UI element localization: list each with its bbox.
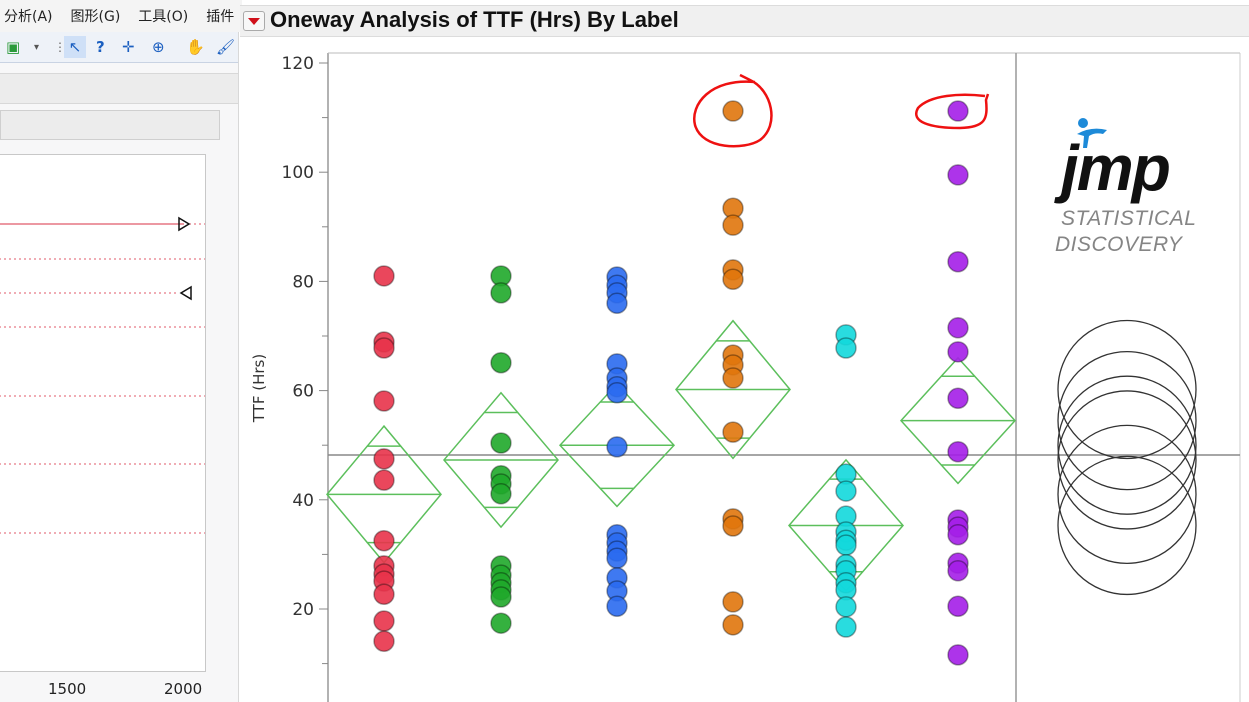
data-point xyxy=(947,100,969,122)
data-point xyxy=(722,367,744,389)
data-point xyxy=(722,421,744,443)
y-tick-label: 60 xyxy=(292,382,314,402)
menu-graph[interactable]: 图形(G) xyxy=(70,9,121,25)
add-graph-icon[interactable]: ▣ xyxy=(6,38,21,56)
annotation-circle xyxy=(693,73,773,148)
jmp-figure-icon xyxy=(1077,118,1107,148)
disclosure-menu-button[interactable] xyxy=(243,11,265,31)
data-point xyxy=(722,268,744,290)
data-point xyxy=(947,595,969,618)
logo-brand: jmp xyxy=(1061,132,1171,204)
data-point xyxy=(835,596,857,618)
logo-tagline-2: DISCOVERY xyxy=(1055,233,1183,256)
menu-tools[interactable]: 工具(O) xyxy=(138,9,189,25)
logo-tagline-1: STATISTICAL xyxy=(1061,207,1197,230)
toolbar-grip-icon: ⋮ xyxy=(54,40,66,54)
data-point xyxy=(373,583,395,606)
data-point xyxy=(947,644,969,666)
toolbar: ▣ ▾ ⋮ ↖ ? ✛ ⊕ ✋ 🖌 xyxy=(0,32,238,63)
data-point xyxy=(373,390,395,412)
comparison-circle xyxy=(1057,424,1197,564)
data-point xyxy=(373,630,395,652)
data-point xyxy=(373,337,395,359)
data-point xyxy=(373,448,395,470)
y-axis-label: TTF (Hrs) xyxy=(250,354,268,423)
data-point xyxy=(947,317,969,339)
y-tick-label: 40 xyxy=(292,491,314,511)
menu-addins[interactable]: 插件 xyxy=(206,9,235,25)
data-point xyxy=(490,282,512,304)
y-tick-label: 20 xyxy=(292,600,314,620)
data-point xyxy=(606,595,628,618)
target-icon[interactable]: ⊕ xyxy=(152,38,165,56)
data-point xyxy=(490,483,512,505)
report-title: Oneway Analysis of TTF (Hrs) By Label xyxy=(270,7,679,32)
right-triangle-marker-icon xyxy=(178,216,191,232)
overflow-icon[interactable]: ▾ xyxy=(34,41,40,53)
left-x-tick-label: 1500 xyxy=(48,680,87,698)
comparison-circle xyxy=(1057,455,1197,596)
data-point xyxy=(947,441,969,463)
comparison-circle xyxy=(1057,390,1197,530)
data-point xyxy=(947,341,969,363)
menu-analyze[interactable]: 分析(A) xyxy=(4,9,53,25)
y-tick-label: 120 xyxy=(282,54,314,74)
means-diamond xyxy=(443,391,559,529)
data-point xyxy=(947,164,969,186)
data-point xyxy=(835,534,857,556)
oneway-chart: 20 40 60 80 100 120 TTF (Hrs) xyxy=(250,52,1241,702)
data-point xyxy=(373,469,395,491)
left-chart-lines xyxy=(0,216,205,534)
panel-input[interactable] xyxy=(0,110,220,140)
data-point xyxy=(490,586,512,608)
menu-bar: 分析(A) 图形(G) 工具(O) 插件 xyxy=(0,0,242,32)
hand-icon[interactable]: ✋ xyxy=(186,38,205,56)
brush-icon[interactable]: 🖌 xyxy=(216,38,236,56)
crosshair-icon[interactable]: ✛ xyxy=(122,38,135,56)
data-point xyxy=(835,480,857,502)
annotation-circle xyxy=(915,93,990,130)
y-tick-label: 80 xyxy=(292,272,314,292)
data-point xyxy=(606,547,628,569)
left-pane: 分析(A) 图形(G) 工具(O) 插件 ▣ ▾ ⋮ ↖ ? ✛ ⊕ ✋ 🖌 1… xyxy=(0,0,242,702)
data-point xyxy=(373,610,395,632)
data-point xyxy=(722,614,744,636)
left-x-tick-label: 2000 xyxy=(164,680,203,698)
comparison-circle xyxy=(1057,375,1197,515)
jmp-logo: jmp STATISTICAL DISCOVERY xyxy=(1055,118,1215,258)
data-point xyxy=(947,250,969,273)
data-point xyxy=(947,387,969,409)
data-point xyxy=(373,530,395,552)
left-chart xyxy=(0,154,206,672)
data-point xyxy=(947,560,969,582)
data-point xyxy=(490,352,512,374)
data-point xyxy=(490,432,512,454)
data-point xyxy=(835,337,857,359)
data-point xyxy=(947,523,969,546)
data-point xyxy=(606,436,628,458)
means-diamond xyxy=(899,356,1017,485)
arrow-icon[interactable]: ↖ xyxy=(64,36,86,58)
data-point xyxy=(722,214,744,236)
data-point xyxy=(373,265,395,287)
data-point xyxy=(490,612,512,634)
report-header: Oneway Analysis of TTF (Hrs) By Label xyxy=(240,5,1249,37)
data-point xyxy=(722,515,744,537)
data-point xyxy=(722,591,744,613)
comparison-circle xyxy=(1057,350,1197,491)
y-tick-label: 100 xyxy=(282,163,314,183)
panel-header xyxy=(0,73,238,104)
data-point xyxy=(606,292,628,314)
data-point xyxy=(835,616,857,638)
left-triangle-marker-icon xyxy=(179,285,192,301)
data-point xyxy=(606,382,628,404)
comparison-circle xyxy=(1057,319,1197,460)
help-icon[interactable]: ? xyxy=(96,38,105,56)
data-point xyxy=(722,100,744,122)
